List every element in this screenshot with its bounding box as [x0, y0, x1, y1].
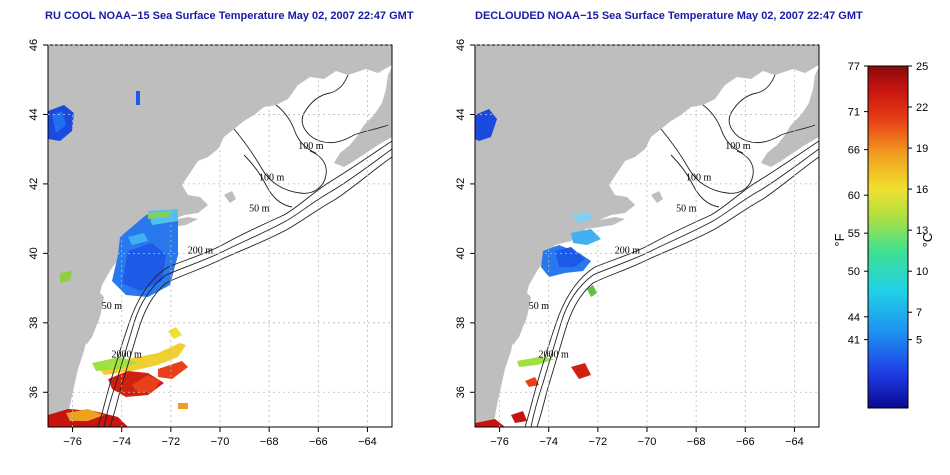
celsius-tick-label: 25: [916, 61, 928, 73]
contour-label: 50 m: [676, 204, 697, 215]
y-tick-label: 40: [28, 247, 40, 259]
colorbar: 77 71 66 60 55 50 44 41 25 22 19 16 13 10 7 5 °F °C: [832, 61, 935, 409]
contour-labels-right: 100 m 100 m 50 m 200 m 50 m 2000 m: [529, 141, 751, 360]
fahrenheit-tick-label: 44: [848, 312, 860, 324]
x-tick-label: −64: [358, 436, 377, 448]
x-tick-label: −72: [589, 436, 608, 448]
contour-label: 100 m: [259, 172, 285, 183]
unit-celsius: °C: [920, 233, 935, 248]
contour-label: 50 m: [529, 301, 550, 312]
y-tick-label: 36: [455, 386, 467, 398]
x-tick-label: −76: [63, 436, 82, 448]
celsius-tick-label: 16: [916, 184, 928, 196]
celsius-tick-label: 22: [916, 102, 928, 114]
x-tick-label: −72: [162, 436, 181, 448]
panel-title-left: RU COOL NOAA−15 Sea Surface Temperature …: [45, 10, 414, 22]
fahrenheit-tick-label: 41: [848, 335, 860, 347]
y-tick-label: 38: [455, 317, 467, 329]
colorbar-celsius-ticks: 25 22 19 16 13 10 7 5: [908, 61, 928, 347]
x-tick-label: −70: [211, 436, 230, 448]
x-tick-label: −64: [785, 436, 804, 448]
x-tick-label: −66: [309, 436, 328, 448]
celsius-tick-label: 7: [916, 307, 922, 319]
y-tick-label: 46: [28, 39, 40, 51]
y-tick-label: 42: [455, 178, 467, 190]
celsius-tick-label: 13: [916, 225, 928, 237]
colorbar-fahrenheit-ticks: 77 71 66 60 55 50 44 41: [848, 61, 868, 347]
contour-label: 100 m: [686, 172, 712, 183]
contour-label: 2000 m: [111, 350, 142, 361]
colorbar-gradient: [867, 65, 909, 409]
x-tick-label: −74: [539, 436, 558, 448]
y-tick-label: 38: [28, 317, 40, 329]
contour-label: 200 m: [615, 245, 641, 256]
fahrenheit-tick-label: 71: [848, 107, 860, 119]
contour-label: 100 m: [725, 141, 751, 152]
y-tick-label: 44: [455, 108, 467, 120]
x-tick-label: −68: [260, 436, 279, 448]
unit-fahrenheit: °F: [832, 233, 847, 246]
contour-label: 200 m: [188, 245, 214, 256]
y-tick-label: 46: [455, 39, 467, 51]
map-panel-left[interactable]: [48, 45, 392, 427]
fahrenheit-tick-label: 66: [848, 145, 860, 157]
contour-label: 50 m: [102, 301, 123, 312]
contour-labels-left: 100 m 100 m 50 m 200 m 50 m 2000 m: [102, 141, 324, 360]
x-tick-label: −68: [687, 436, 706, 448]
axes-left: −76 −74 −72 −70 −68 −66 −64 36 38 40 42 44 46: [28, 39, 377, 448]
sst-patches-right: [475, 109, 601, 427]
x-tick-label: −66: [736, 436, 755, 448]
y-tick-label: 42: [28, 178, 40, 190]
fahrenheit-tick-label: 55: [848, 228, 860, 240]
celsius-tick-label: 10: [916, 266, 928, 278]
y-tick-label: 44: [28, 108, 40, 120]
x-tick-label: −76: [490, 436, 509, 448]
panel-title-right: DECLOUDED NOAA−15 Sea Surface Temperatur…: [475, 10, 863, 22]
contour-label: 50 m: [249, 204, 270, 215]
grid-left: [48, 44, 392, 427]
y-tick-label: 40: [455, 247, 467, 259]
x-tick-label: −74: [112, 436, 131, 448]
celsius-tick-label: 5: [916, 335, 922, 347]
fahrenheit-tick-label: 50: [848, 266, 860, 278]
celsius-tick-label: 19: [916, 143, 928, 155]
axes-right: −76 −74 −72 −70 −68 −66 −64 36 38 40 42 44 46: [455, 39, 804, 448]
grid-right: [475, 44, 819, 427]
contour-label: 100 m: [298, 141, 324, 152]
contour-label: 2000 m: [538, 350, 569, 361]
y-tick-label: 36: [28, 386, 40, 398]
fahrenheit-tick-label: 60: [848, 190, 860, 202]
fahrenheit-tick-label: 77: [848, 61, 860, 73]
x-tick-label: −70: [638, 436, 657, 448]
